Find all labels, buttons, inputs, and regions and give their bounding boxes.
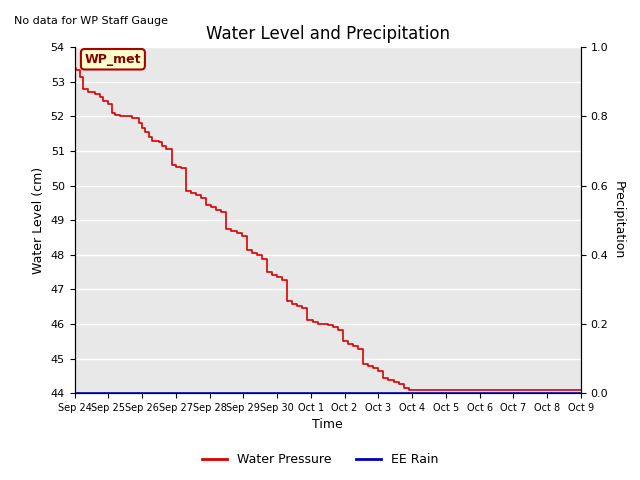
Text: WP_met: WP_met	[84, 53, 141, 66]
Text: No data for WP Staff Gauge: No data for WP Staff Gauge	[13, 16, 168, 26]
Y-axis label: Precipitation: Precipitation	[612, 181, 625, 259]
Y-axis label: Water Level (cm): Water Level (cm)	[32, 167, 45, 274]
X-axis label: Time: Time	[312, 419, 343, 432]
Title: Water Level and Precipitation: Water Level and Precipitation	[205, 25, 450, 43]
Legend: Water Pressure, EE Rain: Water Pressure, EE Rain	[196, 448, 444, 471]
